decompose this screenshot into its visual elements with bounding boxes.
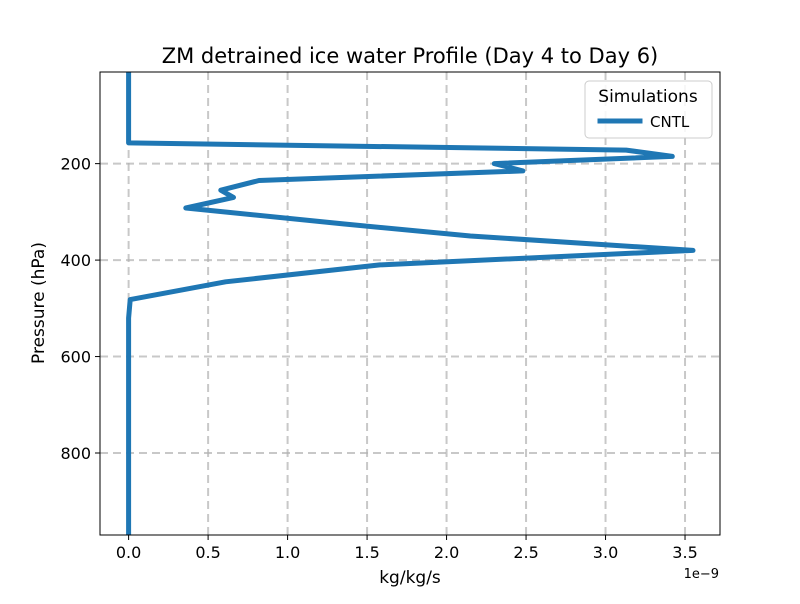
x-tick-label: 0.5 <box>195 543 220 562</box>
x-tick-label: 2.5 <box>513 543 538 562</box>
legend-title: Simulations <box>598 87 698 107</box>
y-tick-label: 600 <box>60 348 91 367</box>
y-axis-label: Pressure (hPa) <box>29 242 49 364</box>
x-axis-label: kg/kg/s <box>379 568 441 588</box>
x-tick-label: 1.0 <box>275 543 300 562</box>
y-tick-label: 400 <box>60 251 91 270</box>
x-tick-label: 1.5 <box>354 543 379 562</box>
chart-title: ZM detrained ice water Profile (Day 4 to… <box>162 44 659 68</box>
x-tick-label: 3.5 <box>672 543 697 562</box>
legend-label-cntl: CNTL <box>650 113 690 131</box>
x-axis-offset-label: 1e−9 <box>684 567 719 582</box>
legend: Simulations CNTL <box>585 81 712 138</box>
x-tick-label: 2.0 <box>434 543 459 562</box>
x-tick-label: 0.0 <box>116 543 141 562</box>
y-tick-label: 200 <box>60 155 91 174</box>
x-tick-label: 3.0 <box>593 543 618 562</box>
y-tick-label: 800 <box>60 444 91 463</box>
